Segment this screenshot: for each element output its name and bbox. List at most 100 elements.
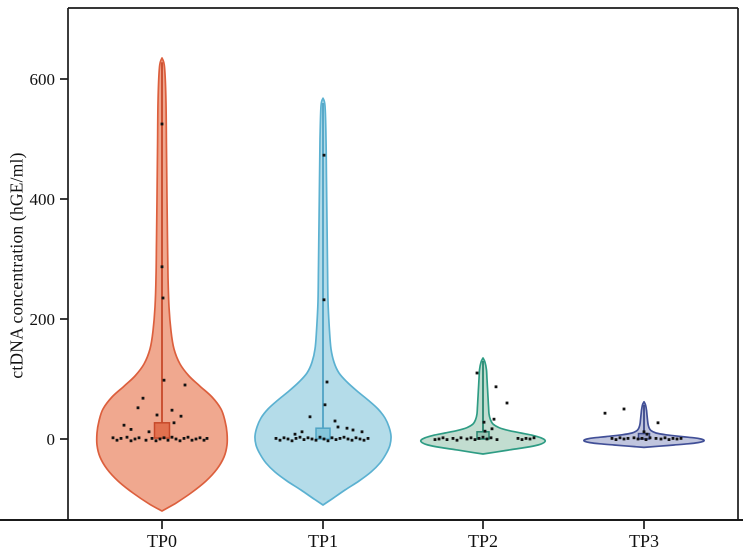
data-point-tp1 bbox=[308, 415, 312, 419]
data-point-tp0 bbox=[174, 437, 178, 441]
data-point-tp1 bbox=[294, 437, 298, 440]
data-point-tp0 bbox=[141, 396, 145, 400]
data-point-tp3 bbox=[645, 432, 649, 436]
data-point-tp0 bbox=[119, 437, 123, 440]
data-point-tp3 bbox=[614, 438, 618, 441]
data-point-tp0 bbox=[158, 437, 162, 441]
data-point-tp1 bbox=[322, 437, 326, 441]
data-point-tp1 bbox=[306, 436, 310, 440]
data-point-tp0 bbox=[122, 423, 126, 427]
data-point-tp1 bbox=[274, 437, 278, 440]
data-point-tp0 bbox=[166, 438, 170, 442]
data-point-tp3 bbox=[622, 407, 626, 411]
data-point-tp2 bbox=[482, 420, 486, 424]
data-point-tp3 bbox=[656, 421, 660, 425]
data-point-tp3 bbox=[642, 430, 646, 434]
data-point-tp0 bbox=[172, 421, 176, 425]
data-point-tp0 bbox=[202, 438, 206, 442]
box-tp0 bbox=[153, 422, 171, 439]
data-point-tp3 bbox=[663, 436, 667, 440]
data-point-tp0 bbox=[182, 437, 186, 440]
data-point-tp0 bbox=[144, 438, 148, 442]
data-point-tp1 bbox=[282, 436, 286, 440]
data-point-tp2 bbox=[524, 437, 528, 440]
data-point-tp1 bbox=[358, 437, 362, 441]
data-point-tp1 bbox=[342, 435, 346, 439]
data-point-tp0 bbox=[162, 436, 166, 440]
data-point-tp2 bbox=[455, 438, 459, 442]
data-point-tp0 bbox=[170, 408, 174, 412]
data-point-tp1 bbox=[362, 438, 366, 442]
data-point-tp0 bbox=[129, 439, 133, 443]
data-point-tp1 bbox=[336, 425, 340, 429]
data-point-tp2 bbox=[465, 437, 469, 441]
data-point-tp0 bbox=[125, 435, 129, 439]
data-point-tp3 bbox=[618, 436, 622, 440]
data-point-tp2 bbox=[473, 438, 477, 441]
data-point-tp3 bbox=[603, 411, 607, 415]
data-point-tp1 bbox=[293, 432, 297, 436]
data-point-tp1 bbox=[366, 437, 370, 440]
data-point-tp1 bbox=[322, 153, 326, 157]
data-point-tp2 bbox=[495, 438, 499, 441]
data-point-tp2 bbox=[505, 401, 509, 405]
data-point-tp1 bbox=[346, 437, 350, 441]
data-point-tp0 bbox=[162, 378, 166, 382]
data-point-tp0 bbox=[111, 436, 115, 440]
data-point-tp0 bbox=[161, 296, 165, 300]
data-point-tp0 bbox=[147, 430, 151, 434]
data-point-tp1 bbox=[351, 428, 355, 432]
data-point-tp3 bbox=[648, 436, 652, 440]
y-tick-label: 600 bbox=[30, 70, 56, 89]
data-point-tp2 bbox=[459, 436, 463, 440]
data-point-tp0 bbox=[178, 439, 182, 443]
data-point-tp1 bbox=[314, 438, 318, 442]
x-tick-label-tp1: TP1 bbox=[308, 531, 338, 551]
data-point-tp0 bbox=[194, 437, 198, 441]
data-point-tp0 bbox=[183, 383, 187, 387]
data-point-tp0 bbox=[190, 438, 194, 442]
data-point-tp0 bbox=[160, 122, 164, 126]
x-tick-label-tp0: TP0 bbox=[147, 531, 177, 551]
data-point-tp2 bbox=[469, 436, 473, 440]
data-point-tp0 bbox=[179, 414, 183, 418]
data-point-tp1 bbox=[354, 436, 358, 440]
y-tick-label: 0 bbox=[47, 430, 56, 449]
data-point-tp0 bbox=[133, 437, 137, 441]
data-point-tp2 bbox=[490, 427, 494, 431]
data-point-tp1 bbox=[325, 380, 329, 384]
data-point-tp1 bbox=[318, 435, 322, 439]
data-point-tp3 bbox=[626, 437, 630, 440]
data-point-tp3 bbox=[622, 437, 626, 441]
data-point-tp2 bbox=[433, 438, 437, 441]
data-point-tp2 bbox=[483, 429, 487, 433]
data-point-tp2 bbox=[532, 436, 536, 440]
data-point-tp2 bbox=[441, 436, 445, 440]
x-tick-label-tp2: TP2 bbox=[468, 531, 498, 551]
data-point-tp0 bbox=[155, 413, 159, 417]
data-point-tp1 bbox=[302, 438, 306, 441]
data-point-tp0 bbox=[115, 438, 119, 442]
data-point-tp0 bbox=[137, 436, 141, 440]
box-tp3 bbox=[637, 432, 651, 440]
data-point-tp1 bbox=[298, 435, 302, 439]
data-point-tp2 bbox=[528, 437, 532, 441]
x-tick-label-tp3: TP3 bbox=[629, 531, 659, 551]
data-point-tp0 bbox=[136, 406, 140, 410]
data-point-tp3 bbox=[640, 437, 644, 440]
data-point-tp3 bbox=[659, 437, 663, 441]
data-point-tp2 bbox=[445, 438, 449, 441]
data-point-tp1 bbox=[338, 437, 342, 440]
data-point-tp1 bbox=[350, 438, 354, 442]
data-point-tp0 bbox=[154, 439, 158, 443]
data-point-tp1 bbox=[334, 438, 338, 441]
data-point-tp1 bbox=[323, 403, 327, 407]
data-point-tp3 bbox=[644, 438, 648, 441]
data-point-tp2 bbox=[489, 436, 493, 440]
data-point-tp1 bbox=[278, 438, 282, 442]
data-point-tp1 bbox=[290, 439, 294, 443]
data-point-tp2 bbox=[492, 417, 496, 421]
data-point-tp3 bbox=[671, 437, 675, 440]
data-point-tp3 bbox=[632, 436, 636, 440]
